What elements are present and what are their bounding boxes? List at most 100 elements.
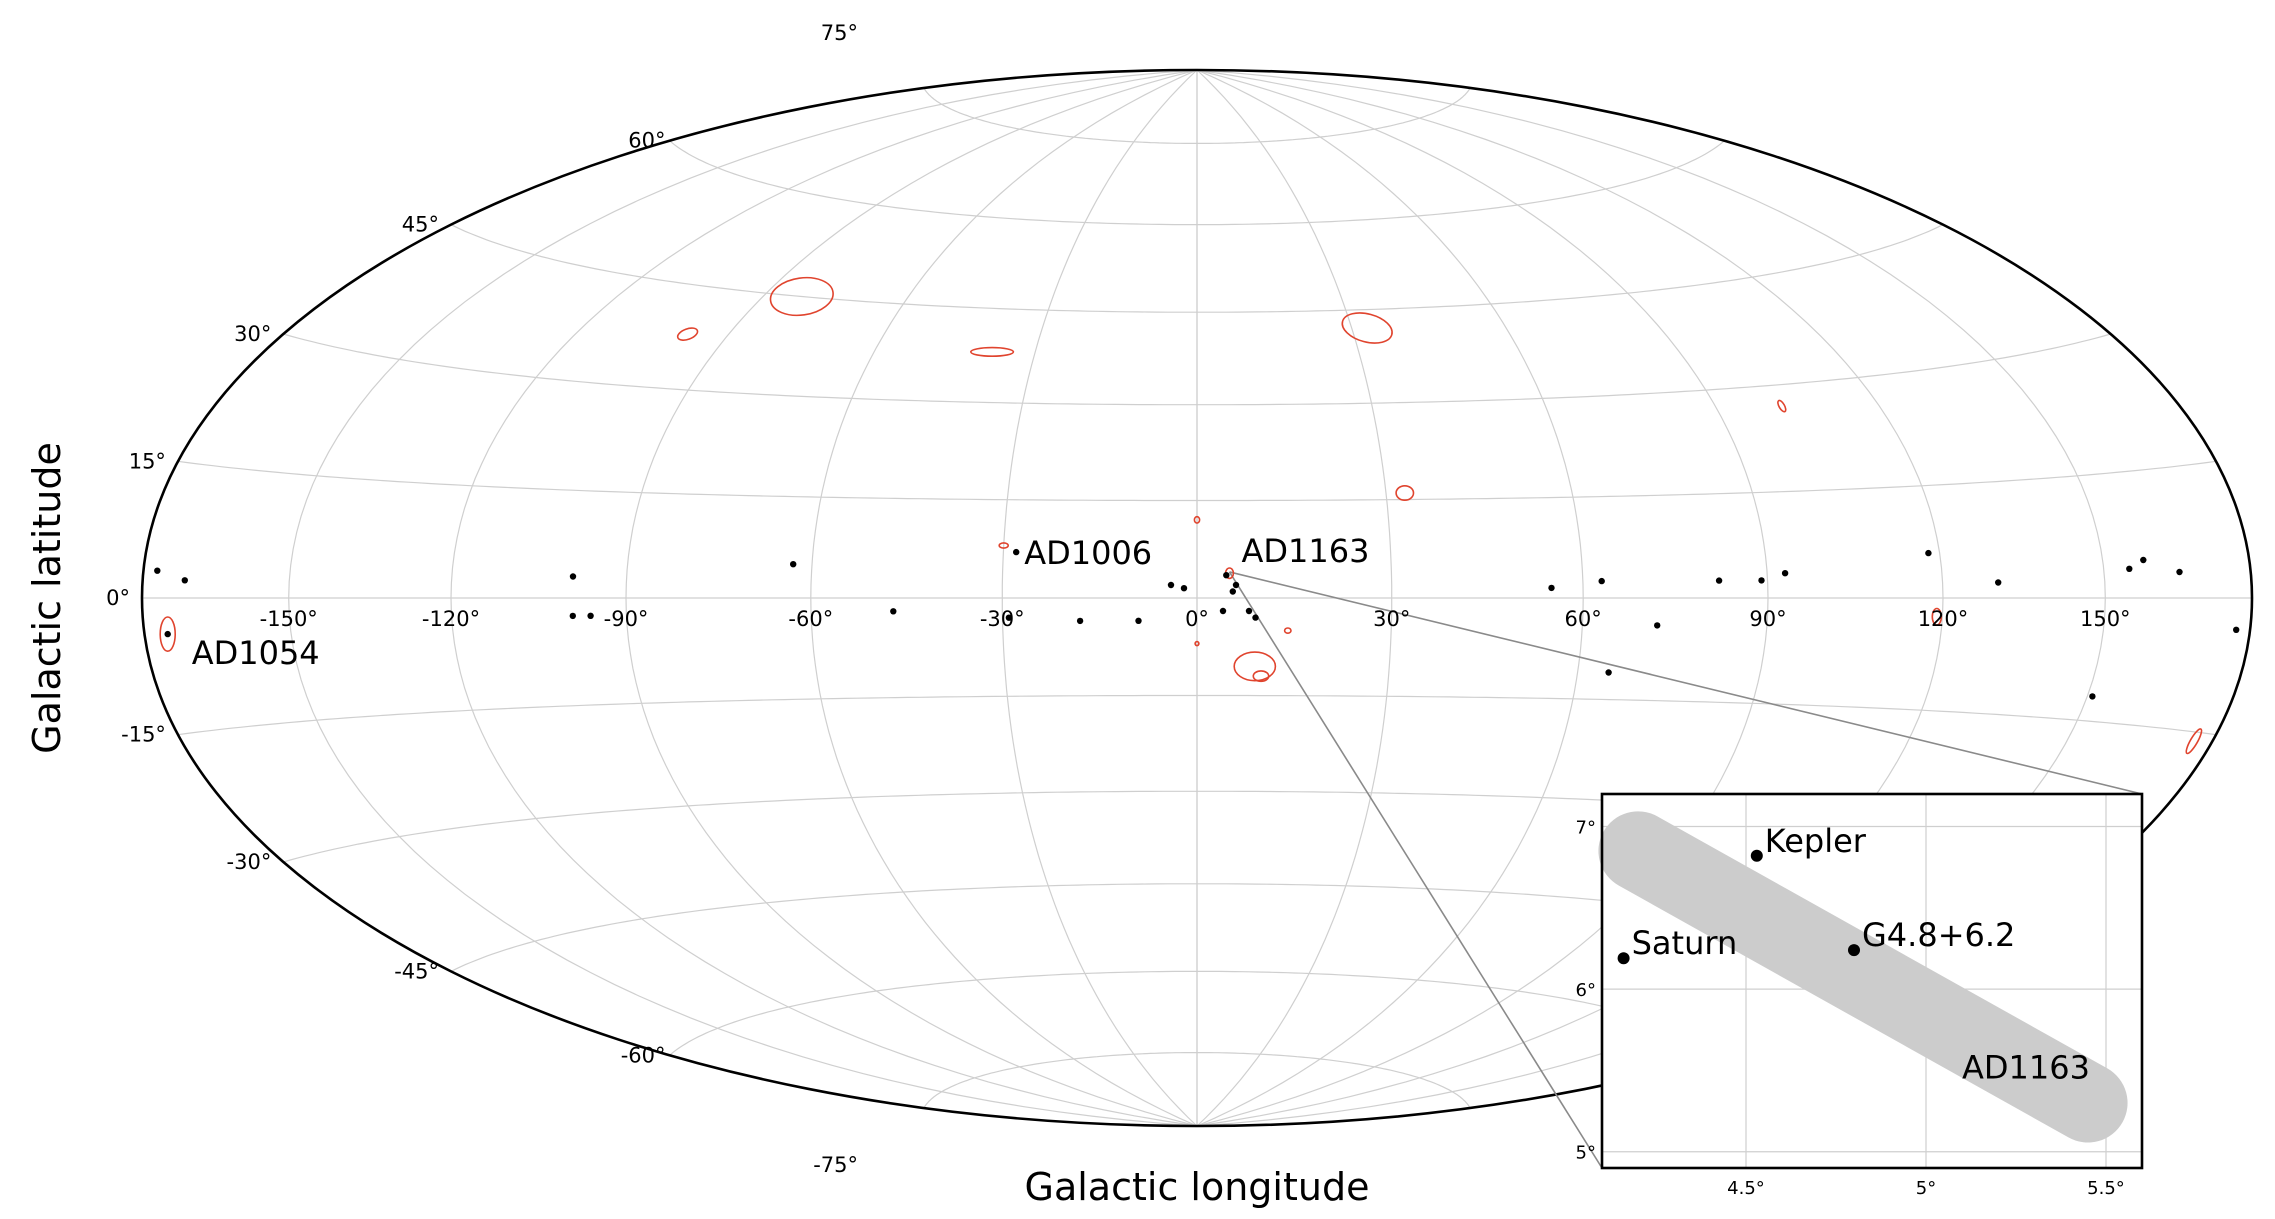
source-dot <box>1229 588 1237 595</box>
longitude-gridline <box>450 69 1198 1127</box>
error-ellipse <box>159 616 176 653</box>
longitude-gridline <box>1196 69 1393 1127</box>
error-ellipse <box>1931 607 1943 626</box>
longitude-tick-label: -120° <box>422 607 480 631</box>
longitude-tick-label: 120° <box>1918 607 1969 631</box>
latitude-tick-label: -15° <box>121 723 166 747</box>
inset-point-dot <box>1617 952 1630 965</box>
error-ellipse <box>1194 640 1200 647</box>
source-dot <box>1005 614 1013 621</box>
inset-point-label: G4.8+6.2 <box>1862 916 2015 954</box>
inset-y-tick-label: 6° <box>1576 980 1596 1001</box>
longitude-tick-label: 90° <box>1749 607 1786 631</box>
source-dot <box>790 561 797 568</box>
annotation-label: AD1163 <box>1242 532 1370 570</box>
inset-x-tick-label: 5° <box>1916 1178 1936 1199</box>
longitude-tick-label: 0° <box>1185 607 1209 631</box>
source-dot <box>1758 577 1765 584</box>
error-ellipse <box>969 346 1015 358</box>
error-ellipse <box>1283 627 1292 634</box>
source-dot <box>587 612 594 619</box>
inset-point-dot <box>1750 849 1763 862</box>
source-dot <box>1245 607 1253 615</box>
latitude-tick-label: 30° <box>234 322 271 346</box>
inset-y-tick-label: 5° <box>1576 1143 1596 1164</box>
inset-point-label: Saturn <box>1632 924 1738 962</box>
source-dot <box>181 577 188 584</box>
source-dot <box>2140 556 2147 564</box>
source-dot <box>569 573 577 580</box>
longitude-gridline <box>1196 69 1769 1127</box>
source-dot <box>1180 585 1188 592</box>
error-ellipse <box>1252 670 1270 683</box>
inset-y-tick-label: 7° <box>1576 818 1596 839</box>
latitude-tick-label: 45° <box>402 213 439 237</box>
longitude-tick-label: 30° <box>1373 607 1410 631</box>
source-dot <box>1135 617 1142 624</box>
source-dot <box>1076 617 1084 625</box>
source-dot <box>2089 693 2096 700</box>
longitude-tick-label: -90° <box>604 607 649 631</box>
latitude-tick-label: -60° <box>621 1043 666 1067</box>
source-dot <box>1013 548 1020 556</box>
source-dot <box>1925 549 1932 557</box>
latitude-tick-label: -45° <box>394 959 439 983</box>
annotation-label: AD1054 <box>192 634 320 672</box>
source-markers <box>154 548 2240 700</box>
longitude-gridline <box>1001 69 1198 1127</box>
inset-x-tick-label: 4.5° <box>1727 1178 1765 1199</box>
source-dot <box>2126 565 2133 572</box>
source-dot <box>1781 570 1789 577</box>
error-ellipse <box>1395 484 1415 501</box>
x-axis-label: Galactic longitude <box>1025 1165 1370 1209</box>
inset-y-tick-labels: 5° 6° 7° <box>1576 818 1596 1164</box>
longitude-gridline <box>625 69 1198 1127</box>
latitude-tick-label: 0° <box>106 586 130 610</box>
zoom-connectors <box>1228 571 2143 1169</box>
inset-region-shape <box>1598 811 2128 1143</box>
error-ellipse <box>1233 651 1277 682</box>
annotation-label: AD1006 <box>1024 534 1152 572</box>
error-ellipse <box>769 276 834 317</box>
source-dot <box>1715 577 1723 584</box>
source-dot <box>2233 626 2240 633</box>
longitude-tick-labels: -150° -120° -90° -60° -30° 0° 30° 60° 90° 120° 150… <box>260 607 2131 631</box>
source-dot <box>1223 572 1230 579</box>
source-dot <box>2176 568 2183 576</box>
error-ellipse <box>1193 515 1201 524</box>
source-dot <box>164 630 171 638</box>
error-ellipses <box>159 276 2203 755</box>
error-ellipse <box>1341 312 1393 344</box>
inset-point-dot <box>1848 944 1860 957</box>
longitude-tick-label: 60° <box>1565 607 1602 631</box>
inset-frame <box>1600 792 2144 1170</box>
source-dot <box>569 612 576 620</box>
y-axis-label: Galactic latitude <box>25 442 69 754</box>
source-dot <box>1605 669 1612 676</box>
source-dot <box>1252 614 1259 621</box>
latitude-tick-label: -75° <box>813 1153 858 1177</box>
latitude-tick-label: 15° <box>129 449 166 473</box>
connector-line <box>1229 571 2143 795</box>
longitude-tick-label: -30° <box>980 607 1025 631</box>
error-ellipse <box>1777 399 1787 413</box>
longitude-gridline <box>1196 69 1584 1127</box>
latitude-tick-labels: 75° 60° 45° 30° 15° 0° -15° -30° -45° -60° -75° <box>106 21 858 1177</box>
sky-boundary <box>140 68 2254 1128</box>
inset-zoom-panel: Kepler Saturn G4.8+6.2 4.5° 5° 5.5° 5° 6° 7° A… <box>1576 792 2144 1199</box>
source-dot <box>1167 581 1175 589</box>
source-annotations: AD1006 AD1163 AD1054 <box>192 532 1370 672</box>
source-dot <box>1548 584 1555 592</box>
inset-x-tick-labels: 4.5° 5° 5.5° <box>1727 1178 2125 1199</box>
latitude-tick-label: 60° <box>628 129 665 153</box>
inset-points: Kepler Saturn G4.8+6.2 <box>1617 822 2015 965</box>
inset-x-tick-label: 5.5° <box>2087 1178 2125 1199</box>
longitude-tick-label: -150° <box>260 607 318 631</box>
error-ellipse <box>2185 728 2203 755</box>
latitude-tick-label: -30° <box>227 850 272 874</box>
source-dot <box>1232 581 1240 589</box>
longitude-tick-label: -60° <box>788 607 833 631</box>
connector-line <box>1228 571 1603 1169</box>
longitude-gridline <box>288 69 1198 1127</box>
coordinate-grid <box>142 69 2252 1127</box>
